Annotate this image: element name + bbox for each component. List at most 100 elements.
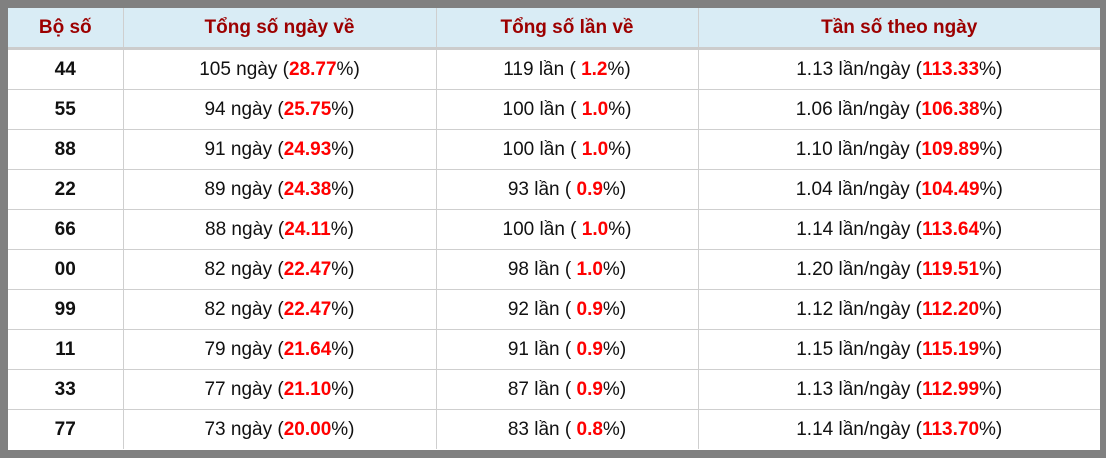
table-row: 66 88 ngày (24.11%) 100 lần ( 1.0%) 1.14 lầ…: [8, 209, 1100, 250]
freq-percent: 113.33: [921, 58, 980, 80]
bo-so-cell: 55: [8, 89, 124, 130]
times-cell: 98 lần ( 1.0%): [436, 249, 699, 290]
times-percent: 0.9: [576, 338, 603, 360]
times-percent: 1.0: [581, 218, 609, 240]
days-count: 77: [204, 378, 226, 400]
times-count: 119: [503, 58, 534, 80]
times-cell: 100 lần ( 1.0%): [436, 209, 699, 250]
days-cell: 94 ngày (25.75%): [123, 89, 437, 130]
days-count: 91: [204, 138, 226, 160]
times-percent: 0.9: [576, 298, 603, 320]
days-percent: 22.47: [283, 258, 332, 280]
bo-so-cell: 22: [8, 169, 124, 210]
freq-value: 1.20: [796, 258, 834, 280]
times-count: 100: [502, 98, 535, 120]
bo-so-value: 00: [54, 258, 76, 280]
freq-percent: 104.49: [921, 178, 980, 200]
bo-so-cell: 33: [8, 369, 124, 410]
freq-percent: 119.51: [921, 258, 980, 280]
freq-percent: 112.20: [921, 298, 980, 320]
days-count: 89: [204, 178, 226, 200]
freq-value: 1.14: [796, 218, 834, 240]
header-tong-so-lan-ve: Tổng số lần về: [436, 8, 699, 50]
days-percent: 21.64: [283, 338, 332, 360]
days-count: 105: [199, 58, 231, 80]
times-cell: 83 lần ( 0.8%): [436, 409, 699, 449]
bo-so-cell: 44: [8, 48, 124, 90]
freq-cell: 1.12 lần/ngày (112.20%): [698, 289, 1100, 330]
freq-cell: 1.06 lần/ngày (106.38%): [698, 89, 1100, 130]
table-row: 77 73 ngày (20.00%) 83 lần ( 0.8%) 1.14 lần…: [8, 409, 1100, 449]
days-cell: 79 ngày (21.64%): [123, 329, 437, 370]
days-percent: 24.93: [283, 138, 332, 160]
freq-percent: 113.70: [921, 418, 980, 440]
days-cell: 73 ngày (20.00%): [123, 409, 437, 449]
times-percent: 1.0: [581, 98, 609, 120]
times-percent: 0.9: [576, 378, 603, 400]
freq-cell: 1.20 lần/ngày (119.51%): [698, 249, 1100, 290]
times-percent: 1.0: [581, 138, 609, 160]
freq-cell: 1.15 lần/ngày (115.19%): [698, 329, 1100, 370]
freq-percent: 115.19: [921, 338, 980, 360]
freq-value: 1.13: [796, 58, 834, 80]
times-cell: 87 lần ( 0.9%): [436, 369, 699, 410]
days-count: 79: [204, 338, 226, 360]
table-row: 55 94 ngày (25.75%) 100 lần ( 1.0%) 1.06 lầ…: [8, 89, 1100, 130]
freq-cell: 1.13 lần/ngày (112.99%): [698, 369, 1100, 410]
bo-so-cell: 77: [8, 409, 124, 449]
freq-value: 1.04: [795, 178, 833, 200]
freq-value: 1.14: [796, 418, 834, 440]
days-cell: 91 ngày (24.93%): [123, 129, 437, 170]
bo-so-value: 33: [54, 378, 76, 400]
times-percent: 1.2: [581, 58, 608, 80]
times-count: 98: [507, 258, 529, 280]
times-percent: 1.0: [576, 258, 603, 280]
days-count: 94: [204, 98, 226, 120]
days-count: 82: [204, 258, 226, 280]
freq-value: 1.15: [796, 338, 834, 360]
table-row: 88 91 ngày (24.93%) 100 lần ( 1.0%) 1.10 lầ…: [8, 129, 1100, 170]
days-cell: 105 ngày (28.77%): [123, 48, 437, 90]
times-count: 100: [502, 138, 535, 160]
days-percent: 20.00: [283, 418, 332, 440]
header-tan-so-theo-ngay: Tần số theo ngày: [698, 8, 1100, 50]
bo-so-value: 99: [54, 298, 76, 320]
header-bo-so: Bộ số: [8, 8, 124, 50]
times-count: 92: [507, 298, 529, 320]
bo-so-cell: 99: [8, 289, 124, 330]
freq-cell: 1.13 lần/ngày (113.33%): [698, 48, 1100, 90]
times-count: 87: [507, 378, 529, 400]
days-percent: 24.11: [284, 218, 331, 240]
stats-table: Bộ số Tổng số ngày về Tổng số lần về Tần…: [8, 8, 1100, 449]
bo-so-value: 11: [55, 338, 76, 360]
freq-value: 1.10: [795, 138, 833, 160]
days-count: 82: [204, 298, 226, 320]
freq-percent: 113.64: [921, 218, 980, 240]
freq-value: 1.12: [796, 298, 834, 320]
table-row: 99 82 ngày (22.47%) 92 lần ( 0.9%) 1.12 lần…: [8, 289, 1100, 330]
times-count: 100: [502, 218, 535, 240]
times-cell: 92 lần ( 0.9%): [436, 289, 699, 330]
days-percent: 24.38: [283, 178, 332, 200]
stats-table-container: Bộ số Tổng số ngày về Tổng số lần về Tần…: [8, 8, 1100, 450]
table-row: 11 79 ngày (21.64%) 91 lần ( 0.9%) 1.15 lần…: [8, 329, 1100, 370]
times-count: 93: [507, 178, 529, 200]
days-cell: 88 ngày (24.11%): [123, 209, 437, 250]
times-cell: 119 lần ( 1.2%): [436, 48, 699, 90]
header-tong-so-ngay-ve: Tổng số ngày về: [123, 8, 437, 50]
times-cell: 91 lần ( 0.9%): [436, 329, 699, 370]
times-cell: 100 lần ( 1.0%): [436, 89, 699, 130]
bo-so-cell: 00: [8, 249, 124, 290]
bo-so-value: 77: [54, 418, 76, 440]
bo-so-value: 66: [54, 218, 76, 240]
freq-cell: 1.10 lần/ngày (109.89%): [698, 129, 1100, 170]
freq-percent: 109.89: [921, 138, 980, 160]
bo-so-cell: 88: [8, 129, 124, 170]
freq-percent: 106.38: [921, 98, 980, 120]
table-row: 33 77 ngày (21.10%) 87 lần ( 0.9%) 1.13 lần…: [8, 369, 1100, 410]
bo-so-cell: 11: [8, 329, 124, 370]
freq-cell: 1.14 lần/ngày (113.70%): [796, 418, 1003, 440]
times-cell: 100 lần ( 1.0%): [436, 129, 699, 170]
freq-percent: 112.99: [921, 378, 980, 400]
table-header-row: Bộ số Tổng số ngày về Tổng số lần về Tần…: [8, 8, 1100, 50]
